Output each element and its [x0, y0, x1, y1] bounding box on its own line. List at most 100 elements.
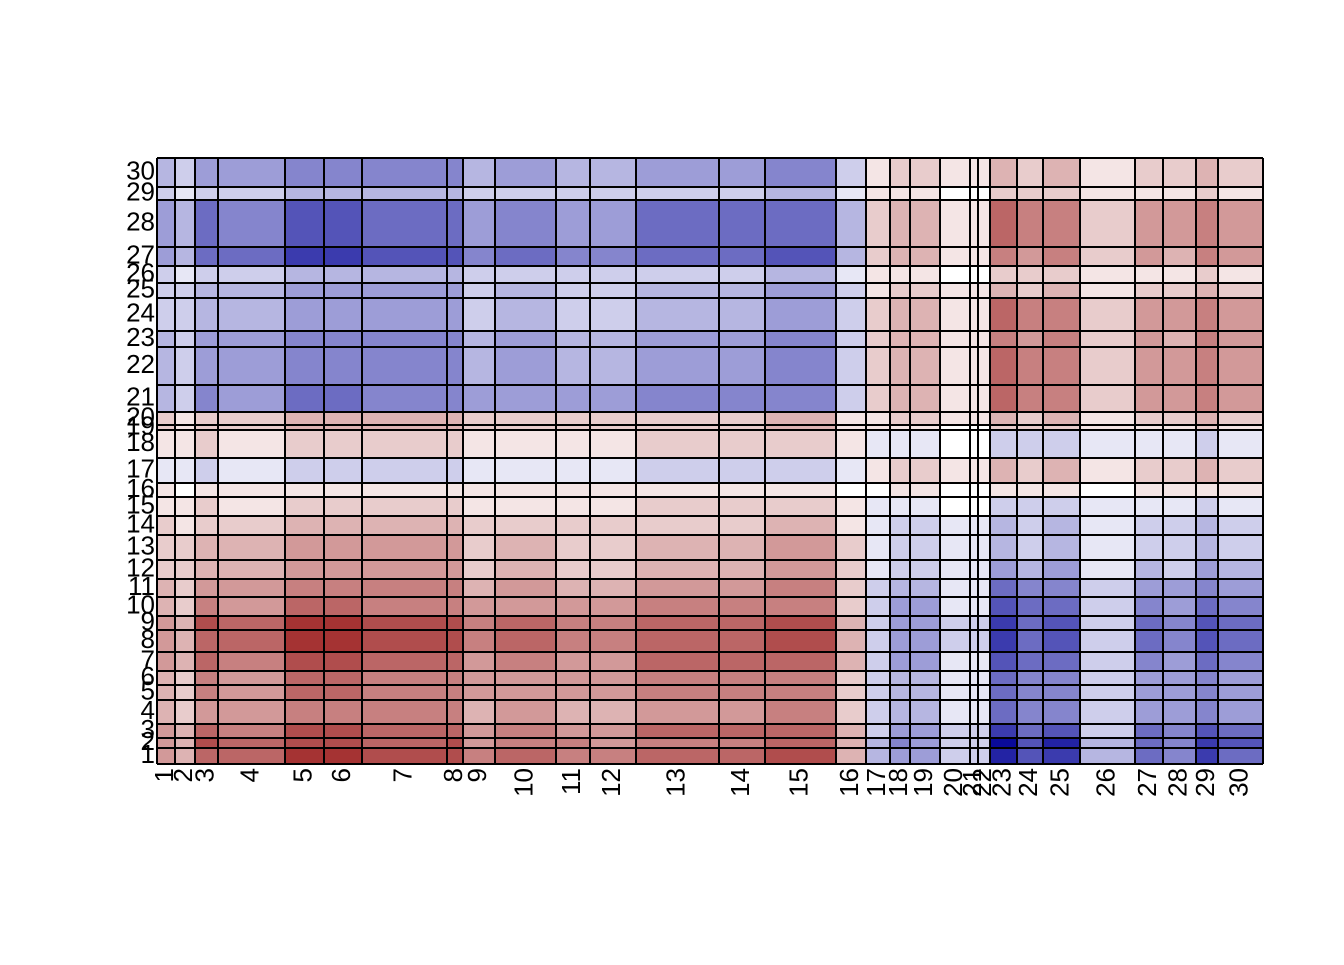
- heatmap-cell: [940, 535, 970, 560]
- heatmap-cell: [990, 158, 1017, 187]
- heatmap-cell: [285, 671, 324, 685]
- heatmap-cell: [970, 158, 978, 187]
- heatmap-cell: [1017, 685, 1043, 700]
- heatmap-cell: [590, 425, 636, 430]
- heatmap-cell: [978, 616, 990, 630]
- heatmap-cell: [1017, 458, 1043, 483]
- heatmap-cell: [940, 700, 970, 724]
- heatmap-cell: [175, 748, 195, 764]
- heatmap-cell: [836, 724, 866, 738]
- heatmap-cell: [590, 516, 636, 535]
- heatmap-cell: [719, 187, 765, 200]
- heatmap-cell: [1135, 748, 1163, 764]
- heatmap-cell: [285, 748, 324, 764]
- heatmap-cell: [590, 671, 636, 685]
- heatmap-cell: [866, 700, 890, 724]
- heatmap-cell: [1135, 616, 1163, 630]
- heatmap-cell: [1163, 298, 1196, 331]
- heatmap-cell: [175, 652, 195, 671]
- heatmap-cell: [495, 748, 556, 764]
- heatmap-cell: [175, 724, 195, 738]
- x-tick-label: 29: [1190, 768, 1220, 797]
- heatmap-cell: [218, 724, 285, 738]
- heatmap-cell: [836, 158, 866, 187]
- heatmap-cell: [195, 298, 218, 331]
- heatmap-cell: [1017, 724, 1043, 738]
- heatmap-cell: [719, 671, 765, 685]
- heatmap-cell: [636, 385, 719, 412]
- heatmap-cell: [1080, 412, 1135, 425]
- heatmap-cell: [463, 560, 495, 579]
- heatmap-cell: [447, 685, 463, 700]
- heatmap-cell: [1017, 497, 1043, 516]
- heatmap-cell: [940, 597, 970, 616]
- heatmap-cell: [1218, 483, 1263, 497]
- heatmap-cell: [890, 283, 910, 298]
- heatmap-cell: [447, 425, 463, 430]
- heatmap-cell: [1218, 425, 1263, 430]
- heatmap-cell: [970, 187, 978, 200]
- heatmap-cell: [970, 347, 978, 385]
- heatmap-cell: [1218, 266, 1263, 283]
- heatmap-cell: [636, 425, 719, 430]
- heatmap-cell: [890, 685, 910, 700]
- heatmap-cell: [970, 283, 978, 298]
- heatmap-cell: [447, 412, 463, 425]
- heatmap-cell: [324, 331, 362, 347]
- heatmap-cell: [447, 738, 463, 748]
- heatmap-cell: [719, 412, 765, 425]
- heatmap-cell: [890, 385, 910, 412]
- heatmap-cell: [175, 247, 195, 266]
- heatmap-cell: [157, 685, 175, 700]
- heatmap-cell: [556, 560, 590, 579]
- heatmap-cell: [218, 483, 285, 497]
- heatmap-cell: [195, 579, 218, 597]
- heatmap-cell: [836, 738, 866, 748]
- heatmap-cell: [890, 738, 910, 748]
- heatmap-cell: [990, 597, 1017, 616]
- heatmap-cell: [195, 266, 218, 283]
- heatmap-cell: [866, 331, 890, 347]
- heatmap-cell: [175, 331, 195, 347]
- heatmap-cell: [218, 412, 285, 425]
- heatmap-cell: [1080, 497, 1135, 516]
- heatmap-cell: [719, 247, 765, 266]
- y-tick-label: 15: [126, 489, 155, 519]
- heatmap-cell: [463, 425, 495, 430]
- heatmap-cell: [324, 597, 362, 616]
- heatmap-cell: [1017, 331, 1043, 347]
- heatmap-cell: [1043, 738, 1080, 748]
- heatmap-cell: [1135, 412, 1163, 425]
- heatmap-cell: [447, 616, 463, 630]
- heatmap-cell: [1080, 535, 1135, 560]
- heatmap-cell: [1043, 483, 1080, 497]
- heatmap-cell: [324, 458, 362, 483]
- heatmap-cell: [324, 700, 362, 724]
- heatmap-cell: [970, 685, 978, 700]
- heatmap-cell: [590, 497, 636, 516]
- heatmap-cell: [1218, 516, 1263, 535]
- heatmap-cell: [1135, 158, 1163, 187]
- heatmap-cell: [1218, 560, 1263, 579]
- heatmap-cell: [1218, 724, 1263, 738]
- heatmap-cell: [910, 671, 940, 685]
- heatmap-cell: [495, 298, 556, 331]
- heatmap-cell: [495, 724, 556, 738]
- heatmap-cell: [590, 430, 636, 458]
- heatmap-cell: [970, 247, 978, 266]
- heatmap-cell: [978, 187, 990, 200]
- heatmap-cell: [195, 385, 218, 412]
- heatmap-cell: [362, 516, 447, 535]
- heatmap-cell: [218, 458, 285, 483]
- heatmap-cell: [866, 483, 890, 497]
- heatmap-cell: [324, 266, 362, 283]
- heatmap-cell: [1135, 266, 1163, 283]
- heatmap-cell: [556, 579, 590, 597]
- heatmap-cell: [218, 187, 285, 200]
- heatmap-cell: [157, 597, 175, 616]
- heatmap-cell: [836, 748, 866, 764]
- heatmap-cell: [990, 283, 1017, 298]
- heatmap-cell: [175, 685, 195, 700]
- heatmap-cell: [495, 331, 556, 347]
- heatmap-cell: [1017, 738, 1043, 748]
